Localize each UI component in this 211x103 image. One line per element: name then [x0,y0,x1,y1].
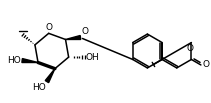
Text: O: O [81,28,88,36]
Text: HO: HO [32,83,46,92]
Text: HO: HO [7,56,21,65]
Text: O: O [187,44,194,53]
Text: O: O [45,23,52,32]
Polygon shape [22,59,38,63]
Text: OH: OH [86,53,99,62]
Polygon shape [66,36,81,39]
Text: O: O [203,60,210,69]
Polygon shape [45,69,55,83]
